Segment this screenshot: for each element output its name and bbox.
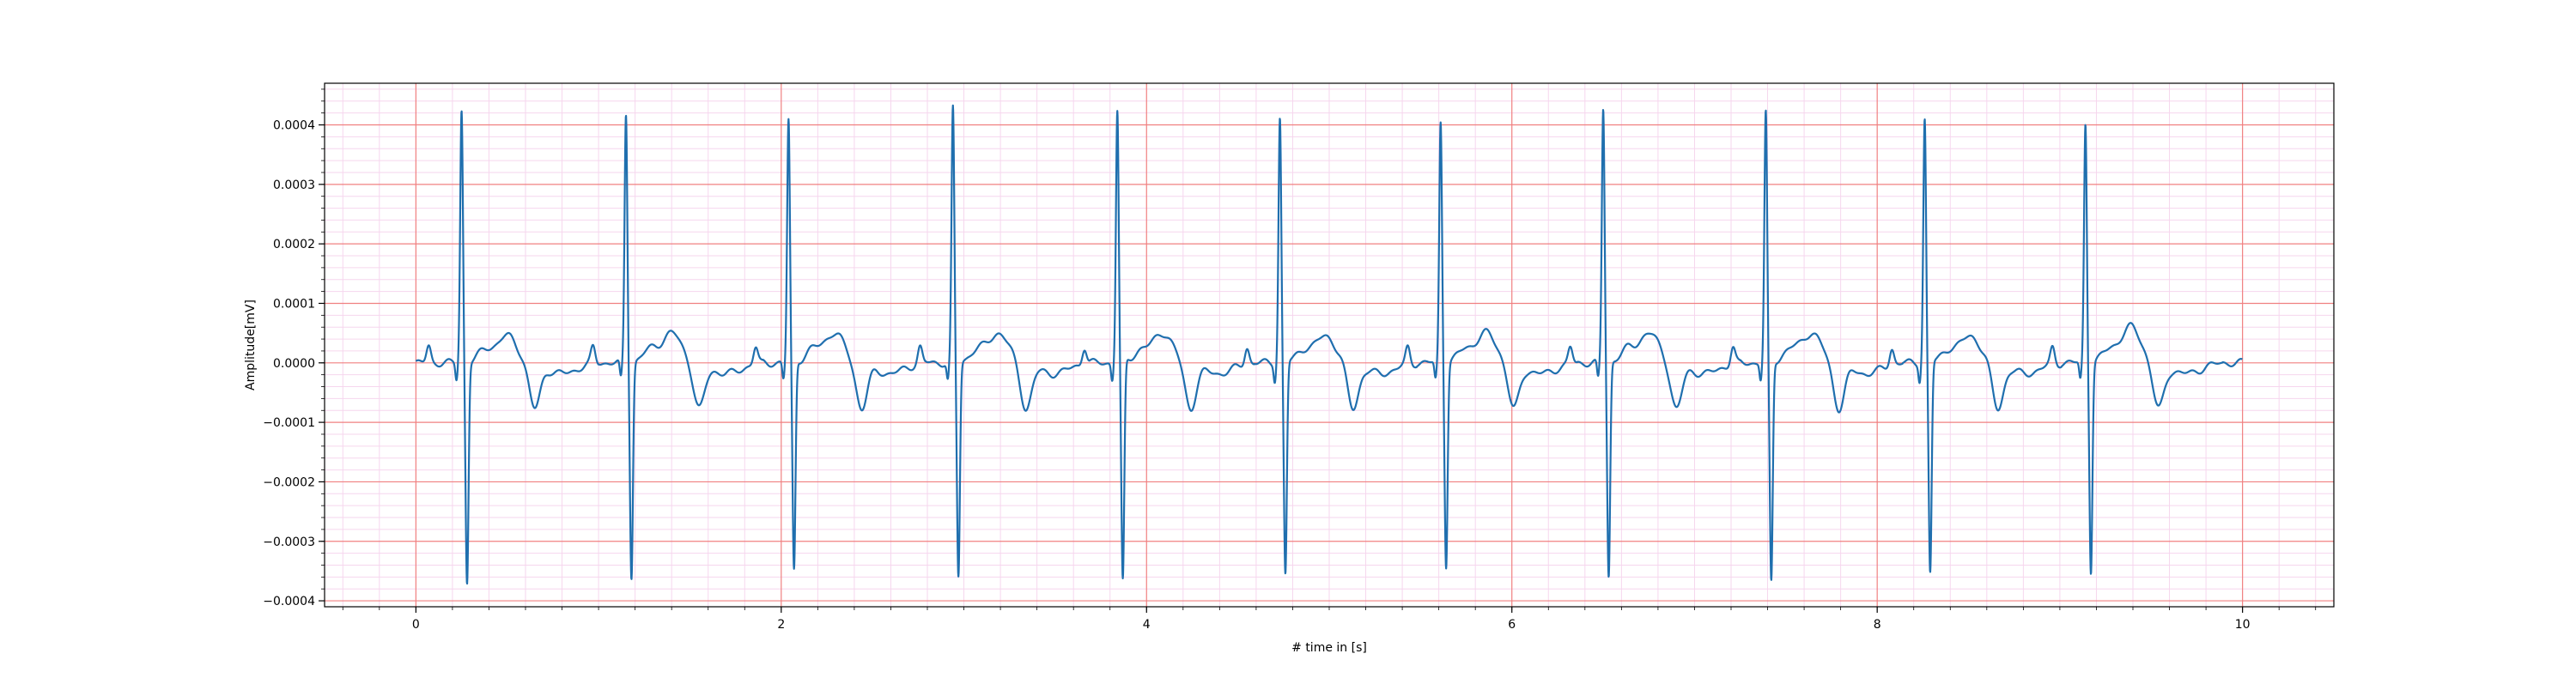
x-axis: 0 2 4 6 8 10 — [342, 607, 2317, 632]
x-axis-label: # time in [s] — [1291, 641, 1367, 655]
series-layer — [415, 104, 2244, 585]
x-tick-label: 8 — [1874, 618, 1881, 632]
minor-grid — [325, 83, 2334, 607]
y-tick-label: 0.0002 — [273, 238, 315, 251]
x-tick-label: 2 — [777, 618, 785, 632]
y-tick-label: 0.0004 — [273, 119, 315, 133]
y-axis-label: Amplitude[mV] — [244, 300, 258, 390]
x-tick-label: 10 — [2235, 618, 2251, 632]
y-tick-label: −0.0003 — [263, 536, 315, 549]
y-tick-label: −0.0004 — [263, 595, 315, 608]
ecg-series-line — [415, 104, 2244, 585]
y-axis: −0.0004 −0.0003 −0.0002 −0.0001 0.0000 0.0001… — [263, 88, 325, 608]
x-tick-label: 6 — [1508, 618, 1516, 632]
y-tick-label: 0.0003 — [273, 179, 315, 192]
y-tick-label: −0.0002 — [263, 475, 315, 489]
y-tick-label: −0.0001 — [263, 416, 315, 430]
y-tick-label: 0.0000 — [273, 357, 315, 371]
y-tick-label: 0.0001 — [273, 297, 315, 311]
major-grid — [325, 83, 2334, 607]
x-tick-label: 0 — [412, 618, 420, 632]
x-tick-label: 4 — [1143, 618, 1151, 632]
